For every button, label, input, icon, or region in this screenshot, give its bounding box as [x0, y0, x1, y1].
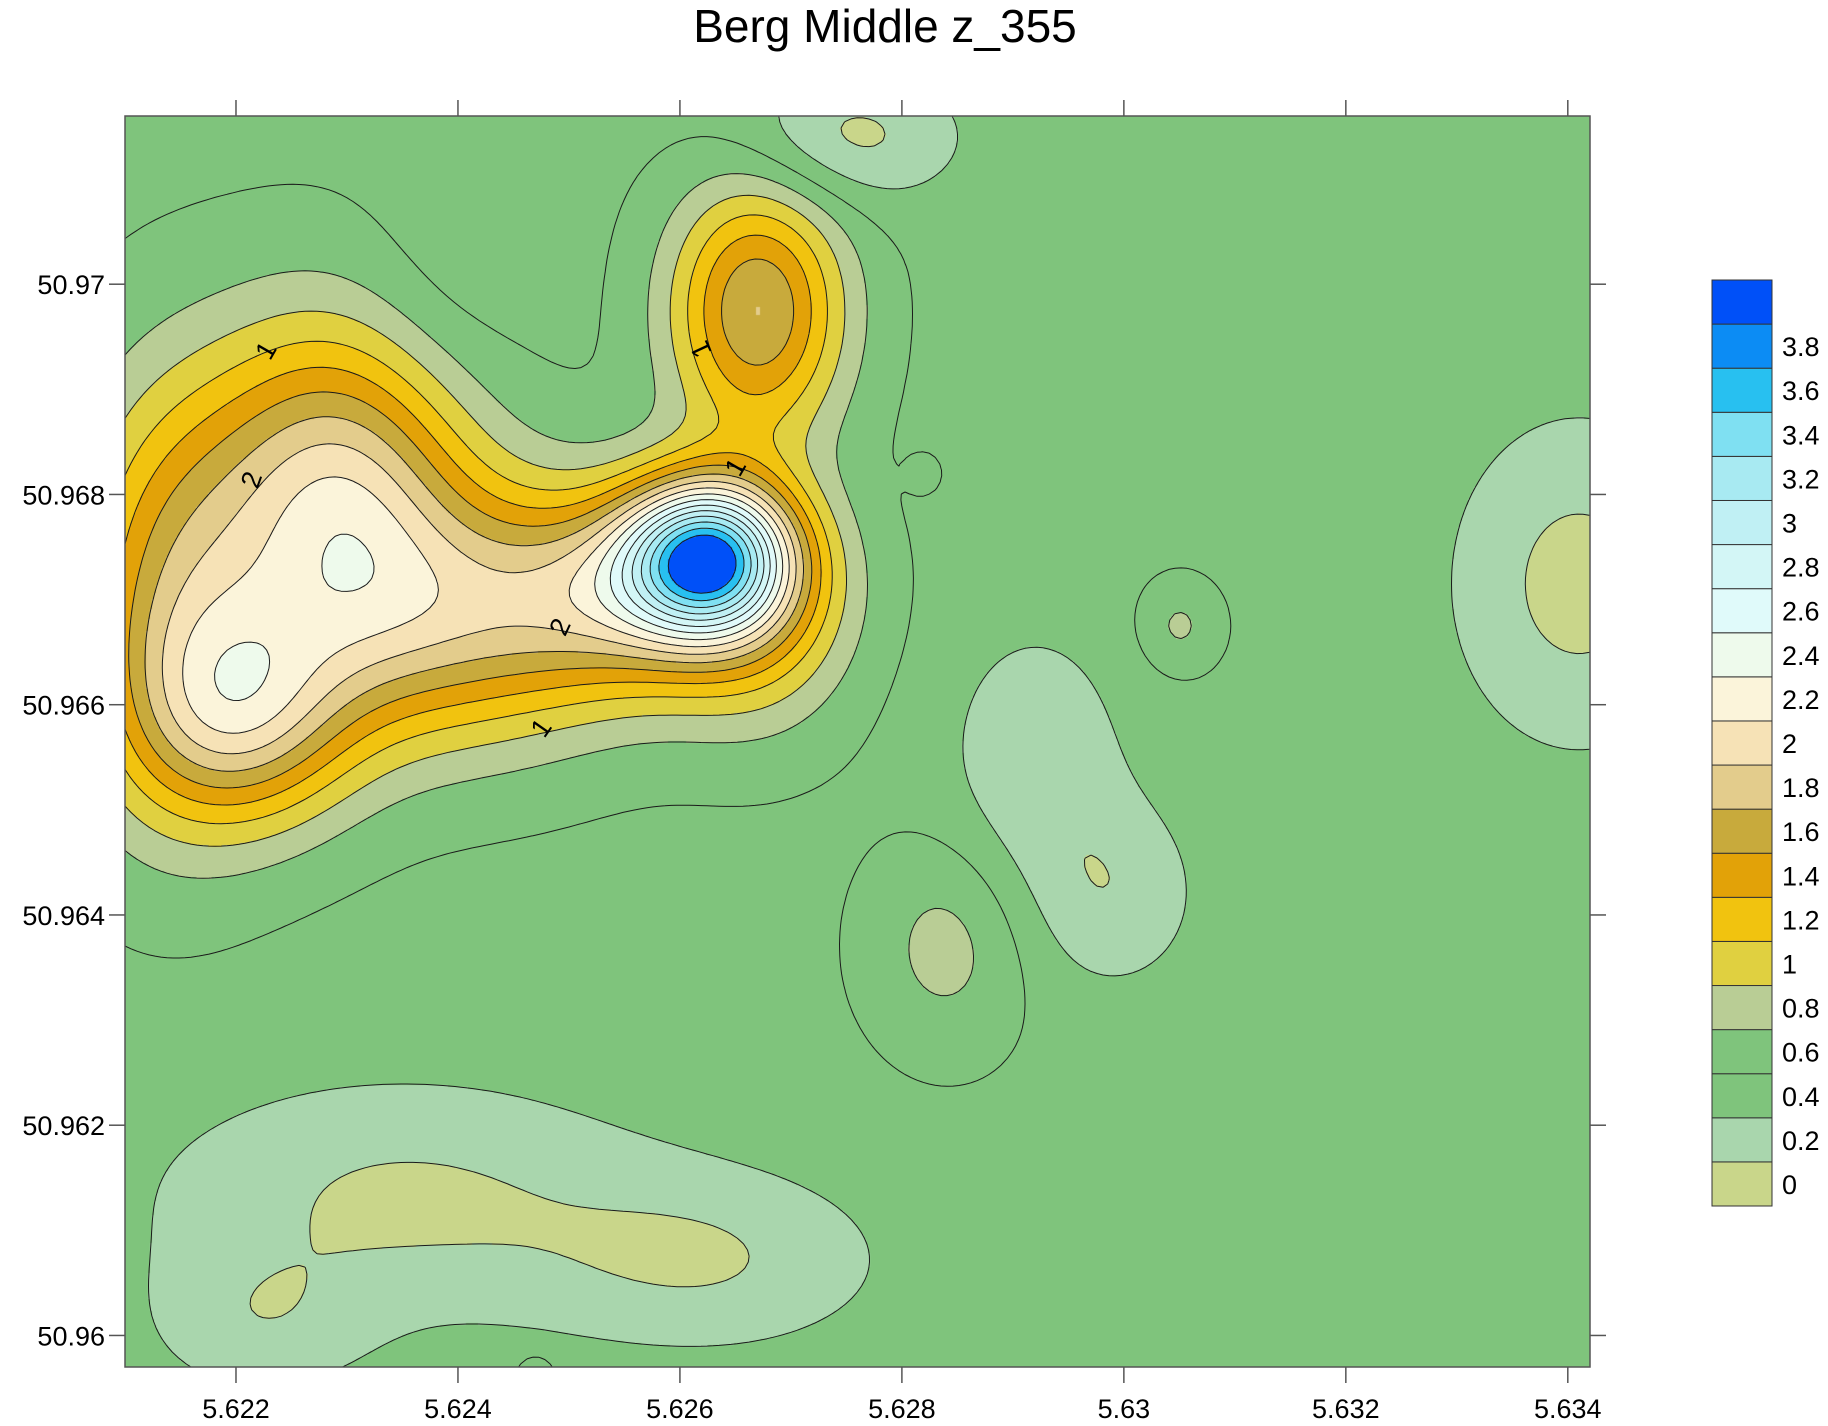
- contour-line-2.2: [182, 476, 790, 734]
- x-tick-label: 5.624: [424, 1394, 492, 1424]
- y-tick-label: 50.96: [37, 1321, 105, 1351]
- contour-line-3.6: [658, 527, 745, 602]
- contour-line-3.4: [649, 521, 752, 608]
- colorbar-label: 0.4: [1782, 1082, 1820, 1112]
- contour-line-3.2: [640, 515, 759, 615]
- colorbar-label: 0.6: [1782, 1038, 1820, 1068]
- colorbar-label: 2: [1782, 729, 1797, 759]
- colorbar-swatch: [1711, 764, 1773, 810]
- x-tick-label: 5.622: [202, 1394, 270, 1424]
- colorbar-swatch: [1711, 852, 1773, 898]
- colorbar-label: 0: [1782, 1170, 1797, 1200]
- colorbar-label: 2.6: [1782, 597, 1820, 627]
- contour-line-3.8: [667, 534, 737, 594]
- colorbar-label: 2.2: [1782, 685, 1820, 715]
- colorbar-label: 3.6: [1782, 376, 1820, 406]
- y-tick-label: 50.966: [22, 691, 105, 721]
- colorbar-label: 1.6: [1782, 817, 1820, 847]
- y-tick-label: 50.962: [22, 1111, 105, 1141]
- contour-line-2: [161, 443, 797, 755]
- x-axis: 5.622 5.624 5.626 5.628 5.63 5.632 5.634: [202, 100, 1602, 1424]
- contour-line-2.4: [214, 493, 784, 701]
- colorbar-label: 3.4: [1782, 420, 1820, 450]
- contour-line-0.4: [148, 115, 1591, 1368]
- contour-line-1: [124, 194, 847, 847]
- chart-title: Berg Middle z_355: [693, 0, 1077, 52]
- colorbar-label: 3.2: [1782, 464, 1820, 494]
- y-axis: 50.96 50.962 50.964 50.966 50.968 50.97: [22, 270, 1606, 1351]
- y-tick-label: 50.968: [22, 480, 105, 510]
- colorbar-label: 1.8: [1782, 773, 1820, 803]
- colorbar-swatch: [1711, 1117, 1773, 1163]
- x-tick-label: 5.63: [1098, 1394, 1151, 1424]
- x-tick-label: 5.634: [1534, 1394, 1602, 1424]
- contour-field: [125, 116, 1590, 1367]
- colorbar-swatch: [1711, 367, 1773, 413]
- colorbar-label: 0.8: [1782, 994, 1820, 1024]
- y-tick-label: 50.97: [37, 270, 105, 300]
- colorbar-swatch: [1711, 499, 1773, 546]
- colorbar-swatch: [1711, 1073, 1773, 1119]
- contour-line-1.6: [128, 258, 813, 789]
- colorbar-swatch: [1711, 808, 1773, 854]
- contour-line-1.4: [124, 234, 822, 806]
- colorbar-label: 1.4: [1782, 861, 1820, 891]
- colorbar-swatch: [1711, 632, 1773, 678]
- contour-line-2.6: [609, 499, 777, 634]
- colorbar-label: 3.8: [1782, 332, 1820, 362]
- contour-line-2.8: [621, 504, 771, 627]
- colorbar-label: 1.2: [1782, 905, 1820, 935]
- contour-line-1.8: [144, 416, 804, 772]
- x-tick-label: 5.628: [868, 1394, 936, 1424]
- colorbar-swatch: [1711, 279, 1773, 325]
- contour-lines: [124, 115, 1591, 1368]
- contour-line-0.6: [124, 136, 1232, 1368]
- plot-frame: [124, 115, 1591, 1368]
- colorbar-swatch: [1711, 323, 1773, 369]
- colorbar-swatch: [1711, 896, 1773, 942]
- contour-line-0.8: [124, 173, 1192, 997]
- colorbar-swatch: [1711, 940, 1773, 987]
- colorbar-label: 1: [1782, 949, 1797, 979]
- colorbar-legend: 0 0.2 0.4 0.6 0.8 1 1.2 1.4 1.6 1.8 2 2.2 2.4 2.6 2.8 3…: [1711, 279, 1820, 1207]
- colorbar-label: 3: [1782, 509, 1797, 539]
- x-tick-label: 5.626: [646, 1394, 714, 1424]
- colorbar-swatch: [1711, 588, 1773, 634]
- colorbar-swatch: [1711, 544, 1773, 590]
- colorbar-swatch: [1711, 676, 1773, 722]
- colorbar-label: 0.2: [1782, 1126, 1820, 1156]
- colorbar-swatch: [1711, 1029, 1773, 1075]
- colorbar-label: 2.4: [1782, 641, 1820, 671]
- colorbar-label: 2.8: [1782, 553, 1820, 583]
- x-tick-label: 5.632: [1312, 1394, 1380, 1424]
- colorbar-swatch: [1711, 411, 1773, 457]
- contour-line-1.2: [124, 214, 833, 825]
- y-tick-label: 50.964: [22, 901, 105, 931]
- contour-line-3: [631, 510, 765, 621]
- colorbar-swatch: [1711, 1161, 1773, 1207]
- colorbar-swatch: [1711, 985, 1773, 1031]
- colorbar-swatch: [1711, 455, 1773, 501]
- colorbar-swatch: [1711, 720, 1773, 766]
- contour-line-0.2: [249, 117, 1591, 1319]
